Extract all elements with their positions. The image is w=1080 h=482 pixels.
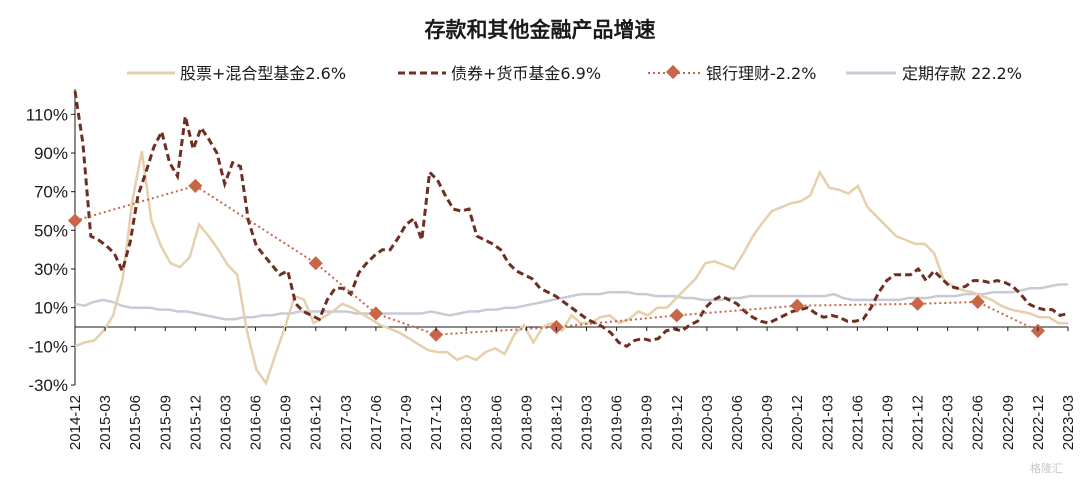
x-tick-label: 2015-06 [127,395,144,450]
series-line-equity-funds [74,150,1068,386]
series-line-bank-wealth [74,184,1039,336]
data-point-bank-wealth [308,256,323,271]
watermark: 格隆汇 [1030,461,1063,475]
legend-label-bond-money-funds: 债券+货币基金6.9% [451,64,601,83]
x-tick-label: 2018-03 [458,395,475,450]
y-tick-label: -10% [28,337,68,356]
legend-marker-bank-wealth [665,64,681,80]
x-tick-label: 2019-09 [639,395,656,450]
x-tick-label: 2020-12 [789,395,806,450]
x-tick-label: 2019-12 [669,395,686,450]
x-tick-label: 2022-09 [1000,395,1017,450]
y-tick-label: 90% [34,144,68,163]
data-point-bank-wealth [669,308,684,323]
x-tick-label: 2016-09 [278,395,295,450]
legend: 股票+混合型基金2.6% 债券+货币基金6.9% 银行理财-2.2% 定期存款 … [127,64,1022,83]
y-tick-label: -30% [28,376,68,395]
x-tick-label: 2015-12 [187,395,204,450]
x-tick-label: 2022-03 [940,395,957,450]
x-tick-label: 2015-09 [157,395,174,450]
series-layer [67,90,1069,386]
x-tick-label: 2020-03 [699,395,716,450]
x-tick-label: 2017-06 [368,395,385,450]
y-axis-ticks: -30% -10% 10% 30% 50% 70% 90% 110% [26,105,75,395]
axes [74,89,1068,385]
series-line-bond-money-funds [73,90,1069,349]
x-tick-label: 2014-12 [67,395,84,450]
legend-label-time-deposits: 定期存款 22.2% [902,64,1022,83]
y-tick-label: 10% [34,299,68,318]
x-tick-label: 2022-12 [1030,395,1047,450]
x-tick-label: 2018-12 [548,395,565,450]
legend-item-equity-funds: 股票+混合型基金2.6% [127,64,346,83]
x-tick-label: 2017-12 [428,395,445,450]
chart-title: 存款和其他金融产品增速 [425,18,656,42]
x-tick-label: 2019-06 [609,395,626,450]
series-line-time-deposits [74,283,1068,321]
x-axis-ticks: 2014-12 2015-03 2015-06 2015-09 2015-12 2016-… [67,327,1077,450]
x-tick-label: 2017-03 [338,395,355,450]
x-tick-label: 2021-12 [910,395,927,450]
data-point-bank-wealth [429,327,444,342]
x-tick-label: 2015-03 [97,395,114,450]
x-tick-label: 2022-06 [970,395,987,450]
y-tick-label: 30% [34,260,68,279]
data-point-bank-wealth [67,213,83,228]
y-tick-label: 110% [26,105,68,124]
data-point-bank-wealth [368,306,383,321]
legend-item-bank-wealth: 银行理财-2.2% [648,64,816,83]
legend-label-bank-wealth: 银行理财-2.2% [706,64,816,83]
data-point-bank-wealth [790,298,805,313]
x-tick-label: 2016-03 [217,395,234,450]
legend-item-bond-money-funds: 债券+货币基金6.9% [398,64,601,83]
x-tick-label: 2016-12 [308,395,325,450]
x-tick-label: 2021-06 [849,395,866,450]
data-point-bank-wealth [188,178,203,193]
x-tick-label: 2016-06 [248,395,265,450]
x-tick-label: 2018-06 [488,395,505,450]
x-tick-label: 2021-09 [879,395,896,450]
legend-item-time-deposits: 定期存款 22.2% [846,64,1022,83]
x-tick-label: 2021-03 [819,395,836,450]
x-tick-label: 2019-03 [579,395,596,450]
data-point-bank-wealth [970,294,985,309]
data-point-bank-wealth [910,296,925,311]
y-tick-label: 70% [34,183,68,202]
y-tick-label: 50% [34,221,68,240]
x-tick-label: 2017-09 [398,395,415,450]
legend-label-equity-funds: 股票+混合型基金2.6% [180,64,346,83]
x-tick-label: 2020-09 [759,395,776,450]
x-tick-label: 2020-06 [729,395,746,450]
x-tick-label: 2023-03 [1060,395,1077,450]
x-tick-label: 2018-09 [518,395,535,450]
